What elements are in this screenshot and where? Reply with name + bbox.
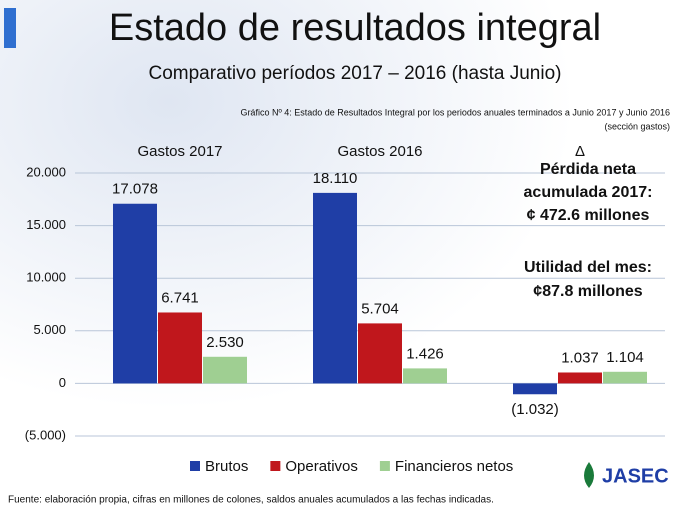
title: Estado de resultados integral xyxy=(109,7,601,49)
value-label: 5.704 xyxy=(361,300,399,317)
legend-swatch xyxy=(379,461,390,471)
legend-label: Financieros netos xyxy=(395,458,513,475)
bar xyxy=(358,323,402,384)
bar xyxy=(513,383,557,395)
source: Fuente: elaboración propia, cifras en mi… xyxy=(8,495,494,506)
category-label: Δ xyxy=(575,143,585,160)
bar xyxy=(603,371,647,384)
annotation: ¢ 472.6 millones xyxy=(527,207,650,224)
value-label: 1.104 xyxy=(606,349,644,366)
y-tick-label: 15.000 xyxy=(26,217,66,232)
value-label: (1.032) xyxy=(511,401,559,418)
value-label: 18.110 xyxy=(313,170,358,187)
value-label: 1.037 xyxy=(561,349,599,366)
legend-swatch xyxy=(270,461,281,471)
y-tick-label: (5.000) xyxy=(25,427,66,442)
annotation: ¢87.8 millones xyxy=(533,283,642,300)
logo-icon xyxy=(584,462,594,488)
bar xyxy=(113,203,157,384)
bar xyxy=(158,312,202,384)
caption: Gráfico Nº 4: Estado de Resultados Integ… xyxy=(240,107,670,117)
legend-label: Operativos xyxy=(285,458,358,475)
y-tick-label: 20.000 xyxy=(26,164,66,179)
caption-note: (sección gastos) xyxy=(604,121,670,131)
value-label: 1.426 xyxy=(406,345,444,362)
bar xyxy=(403,368,447,384)
logo: JASEC xyxy=(602,465,669,487)
category-label: Gastos 2017 xyxy=(137,143,222,160)
y-tick-label: 5.000 xyxy=(33,322,66,337)
y-tick-label: 10.000 xyxy=(26,270,66,285)
value-label: 17.078 xyxy=(112,181,158,198)
subtitle: Comparativo períodos 2017 – 2016 (hasta … xyxy=(149,63,562,84)
annotation: Utilidad del mes: xyxy=(524,259,652,276)
legend-swatch xyxy=(190,461,200,471)
bar xyxy=(203,356,247,384)
annotation: acumulada 2017: xyxy=(524,184,653,201)
bar xyxy=(313,192,357,384)
legend-label: Brutos xyxy=(205,458,248,475)
bar xyxy=(558,372,602,384)
accent-bar xyxy=(4,8,16,48)
category-label: Gastos 2016 xyxy=(337,143,422,160)
value-label: 6.741 xyxy=(161,289,199,306)
value-label: 2.530 xyxy=(206,334,244,351)
y-tick-label: 0 xyxy=(59,375,66,390)
annotation: Pérdida neta xyxy=(540,161,636,178)
